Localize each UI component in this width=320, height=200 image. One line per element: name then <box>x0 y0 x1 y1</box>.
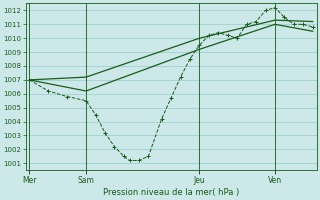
X-axis label: Pression niveau de la mer( hPa ): Pression niveau de la mer( hPa ) <box>103 188 239 197</box>
